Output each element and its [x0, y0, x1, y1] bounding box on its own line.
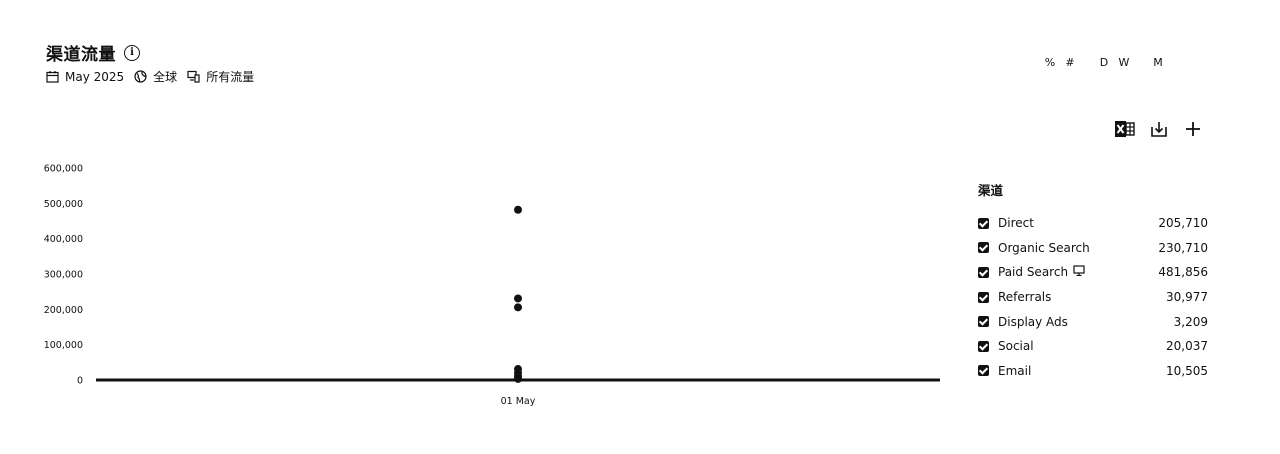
channel-chart: 0 100,000 200,000 300,000 400,000 500,000 600,…: [0, 150, 960, 420]
legend-checkbox[interactable]: [978, 291, 989, 303]
day-toggle[interactable]: D: [1099, 56, 1109, 69]
legend-item-name-wrap: Paid Search: [998, 265, 1158, 279]
legend-item-name-wrap: Social: [998, 339, 1166, 353]
legend-checkbox[interactable]: [978, 217, 989, 229]
title-row: 渠道流量 i: [46, 40, 140, 65]
traffic-label: 所有流量: [206, 70, 255, 84]
legend-item[interactable]: Paid Search 481,856: [978, 260, 1208, 285]
legend-item-name: Direct: [998, 216, 1034, 231]
traffic-filter[interactable]: 所有流量: [187, 68, 254, 85]
month-toggle[interactable]: M: [1153, 56, 1163, 69]
calendar-icon: [46, 71, 59, 83]
legend-item-value: 205,710: [1158, 216, 1208, 231]
add-icon[interactable]: [1182, 118, 1204, 140]
legend-checkbox[interactable]: [978, 242, 989, 254]
legend-item-name-wrap: Email: [998, 364, 1166, 378]
legend-item-value: 20,037: [1166, 339, 1208, 354]
data-point[interactable]: [514, 303, 522, 312]
y-tick-label: 200,000: [44, 305, 83, 316]
legend-item-name: Organic Search: [998, 240, 1090, 255]
legend-item-name: Email: [998, 363, 1032, 378]
legend-item-value: 10,505: [1166, 363, 1208, 378]
y-tick-label: 0: [77, 376, 83, 387]
x-tick-label: 01 May: [501, 396, 536, 407]
region-filter[interactable]: 全球: [134, 68, 177, 85]
legend-item-value: 3,209: [1173, 314, 1208, 329]
legend-title: 渠道: [978, 183, 1004, 198]
meta-row: May 2025 全球 所有流量: [46, 68, 264, 85]
legend-item-name: Display Ads: [998, 314, 1068, 329]
y-tick-label: 300,000: [44, 270, 83, 281]
legend-item-value: 30,977: [1166, 290, 1208, 305]
region-label: 全球: [153, 70, 178, 84]
week-toggle[interactable]: W: [1118, 56, 1130, 69]
globe-icon: [134, 70, 147, 83]
legend-checkbox[interactable]: [978, 266, 989, 278]
legend-item-name-wrap: Direct: [998, 216, 1158, 230]
y-tick-label: 600,000: [44, 164, 83, 175]
legend-item-value: 481,856: [1158, 265, 1208, 280]
download-icon[interactable]: [1148, 118, 1170, 140]
legend-item-name: Social: [998, 339, 1034, 354]
excel-export-icon[interactable]: [1114, 118, 1136, 140]
legend-item-name-wrap: Display Ads: [998, 315, 1174, 329]
legend-item-value: 230,710: [1158, 240, 1208, 255]
date-label: May 2025: [65, 69, 125, 84]
legend-checkbox[interactable]: [978, 340, 989, 352]
legend: 渠道 Direct 205,710 Organic Search 230,710 Pai…: [978, 180, 1208, 383]
legend-item-name-wrap: Referrals: [998, 290, 1166, 304]
data-point[interactable]: [514, 205, 522, 214]
y-tick-label: 400,000: [44, 234, 83, 245]
legend-item[interactable]: Organic Search 230,710: [978, 236, 1208, 261]
number-toggle[interactable]: #: [1065, 56, 1075, 69]
legend-item[interactable]: Referrals 30,977: [978, 285, 1208, 310]
date-filter[interactable]: May 2025: [46, 70, 124, 84]
page-title: 渠道流量: [46, 45, 116, 65]
view-toggles: % # D W M: [1040, 56, 1168, 69]
legend-item-name-wrap: Organic Search: [998, 241, 1158, 255]
ad-icon: [1072, 265, 1086, 279]
legend-item[interactable]: Direct 205,710: [978, 211, 1208, 236]
legend-item-name: Paid Search: [998, 265, 1069, 280]
data-point[interactable]: [514, 294, 522, 303]
info-icon[interactable]: i: [124, 44, 140, 61]
chart-svg: 0 100,000 200,000 300,000 400,000 500,000 600,…: [44, 164, 940, 407]
data-point[interactable]: [514, 372, 522, 381]
chart-tools: [1114, 118, 1204, 140]
legend-item[interactable]: Social 20,037: [978, 334, 1208, 359]
percent-toggle[interactable]: %: [1044, 56, 1056, 69]
legend-item[interactable]: Email 10,505: [978, 359, 1208, 384]
y-tick-label: 500,000: [44, 199, 83, 210]
devices-icon: [187, 70, 200, 83]
legend-item[interactable]: Display Ads 3,209: [978, 309, 1208, 334]
y-tick-label: 100,000: [44, 340, 83, 351]
legend-item-name: Referrals: [998, 290, 1052, 305]
legend-checkbox[interactable]: [978, 365, 989, 377]
legend-checkbox[interactable]: [978, 316, 989, 328]
